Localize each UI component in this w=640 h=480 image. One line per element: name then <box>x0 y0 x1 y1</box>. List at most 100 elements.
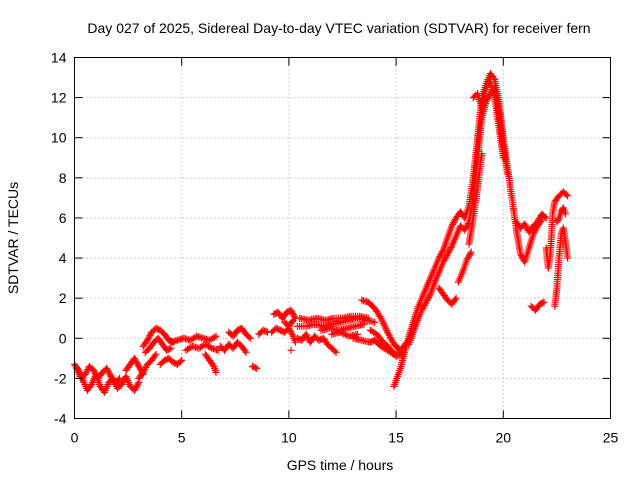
data-point <box>447 244 455 252</box>
data-point <box>450 219 458 227</box>
data-point <box>140 367 148 375</box>
y-tick-label: 6 <box>59 210 67 226</box>
data-point <box>485 93 493 101</box>
data-point <box>420 301 428 309</box>
data-point <box>451 296 459 304</box>
data-point <box>119 379 127 387</box>
data-point <box>364 314 372 322</box>
data-point <box>443 252 451 260</box>
data-point <box>107 372 115 380</box>
data-points <box>71 70 572 396</box>
data-point <box>354 330 362 338</box>
data-point <box>446 245 454 253</box>
y-tick-labels: -4 -2 0 2 4 6 8 10 12 14 <box>51 50 67 427</box>
data-point <box>288 318 296 326</box>
data-point <box>118 380 126 388</box>
data-point <box>540 298 548 306</box>
data-point <box>287 329 295 337</box>
data-point <box>134 380 142 388</box>
data-point <box>133 382 141 390</box>
data-point <box>103 364 111 372</box>
data-point <box>448 222 456 230</box>
data-point <box>371 318 379 326</box>
data-point <box>423 297 431 305</box>
data-point <box>253 364 261 372</box>
y-tick-label: -2 <box>54 370 67 386</box>
data-point <box>166 345 174 353</box>
data-point <box>251 364 259 372</box>
data-point <box>452 294 460 302</box>
data-point <box>445 247 453 255</box>
data-point <box>212 368 220 376</box>
data-point <box>360 320 368 328</box>
data-point <box>241 347 249 355</box>
x-tick-label: 0 <box>71 430 79 446</box>
y-tick-label: -4 <box>54 411 67 427</box>
data-point <box>504 170 512 178</box>
data-point <box>90 366 98 374</box>
data-point <box>214 346 222 354</box>
data-point <box>332 348 340 356</box>
data-point <box>435 254 443 262</box>
y-tick-label: 14 <box>51 50 67 66</box>
data-point <box>87 382 95 390</box>
data-point <box>438 248 446 256</box>
axis-ticks <box>74 57 611 419</box>
data-point <box>522 222 530 230</box>
data-point <box>419 305 427 313</box>
data-point <box>131 354 139 362</box>
data-point <box>302 330 310 338</box>
x-tick-label: 5 <box>178 430 186 446</box>
data-point <box>83 367 91 375</box>
data-point <box>242 348 250 356</box>
x-tick-label: 10 <box>281 430 297 446</box>
data-point <box>139 368 147 376</box>
data-point <box>331 347 339 355</box>
y-tick-label: 0 <box>59 330 67 346</box>
data-point <box>465 253 473 261</box>
data-point <box>291 338 299 346</box>
data-point <box>534 216 542 224</box>
x-tick-label: 15 <box>388 430 404 446</box>
data-point <box>131 386 139 394</box>
x-axis-label: GPS time / hours <box>287 457 394 473</box>
data-point <box>462 223 470 231</box>
data-point <box>439 258 447 266</box>
data-point <box>245 333 253 341</box>
data-point <box>134 361 142 369</box>
data-point <box>106 371 114 379</box>
x-tick-label: 20 <box>496 430 512 446</box>
y-tick-label: 10 <box>51 130 67 146</box>
data-point <box>336 328 344 336</box>
data-point <box>461 226 469 234</box>
data-point <box>564 192 572 200</box>
data-point <box>564 254 572 262</box>
data-point <box>135 362 143 370</box>
data-point <box>116 374 124 382</box>
y-axis-label: SDTVAR / TECUs <box>5 182 21 294</box>
y-tick-label: 2 <box>59 290 67 306</box>
data-point <box>444 248 452 256</box>
data-point <box>338 329 346 337</box>
data-point <box>146 331 154 339</box>
data-point <box>422 298 430 306</box>
data-point <box>287 346 295 354</box>
data-point <box>463 221 471 229</box>
data-point <box>516 250 524 258</box>
data-point <box>246 334 254 342</box>
data-point <box>425 293 433 301</box>
data-point <box>342 331 350 339</box>
data-point <box>133 359 141 367</box>
x-tick-labels: 0 5 10 15 20 25 <box>71 430 619 446</box>
y-tick-label: 8 <box>59 170 67 186</box>
data-point <box>176 358 184 366</box>
data-point <box>151 352 159 360</box>
data-point <box>418 306 426 314</box>
data-point <box>152 350 160 358</box>
data-point <box>449 220 457 228</box>
data-point <box>114 376 122 384</box>
data-point <box>541 213 549 221</box>
grid-lines <box>74 57 611 419</box>
data-point <box>437 251 445 259</box>
data-point <box>91 368 99 376</box>
